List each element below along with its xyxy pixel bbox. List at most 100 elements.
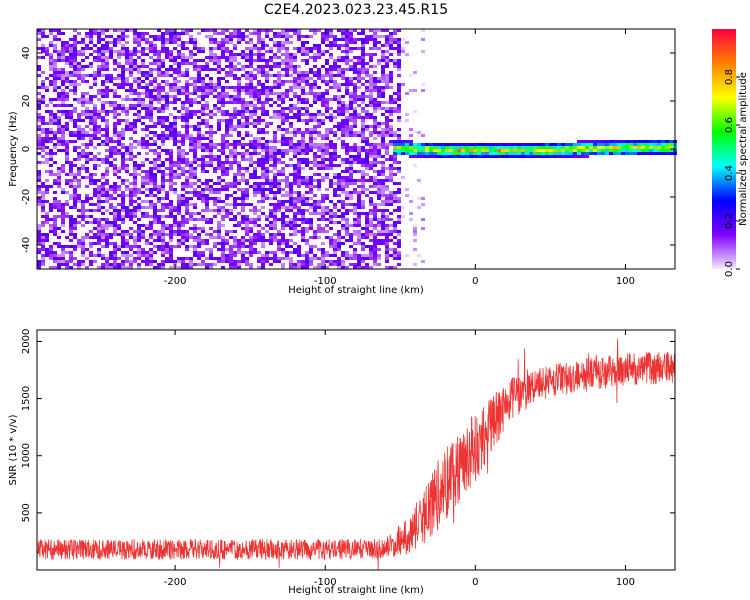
spectrogram-cell xyxy=(349,107,353,110)
spectrogram-cell xyxy=(273,164,277,167)
spectrogram-cell xyxy=(241,245,245,248)
spectrogram-cell xyxy=(233,230,237,233)
spectrogram-cell xyxy=(313,29,317,32)
spectrogram-cell xyxy=(113,125,117,128)
spectrogram-cell xyxy=(509,152,513,155)
spectrogram-cell xyxy=(185,119,189,122)
spectrogram-cell xyxy=(165,104,169,107)
spectrogram-cell xyxy=(161,182,165,185)
spectrogram-cell xyxy=(397,254,401,257)
spectrogram-cell xyxy=(333,212,337,215)
spectrogram-cell xyxy=(149,137,153,140)
spectrogram-cell xyxy=(73,221,77,224)
spectrogram-cell xyxy=(237,92,241,95)
spectrogram-cell xyxy=(361,92,365,95)
spectrogram-cell xyxy=(317,149,321,152)
spectrogram-cell xyxy=(193,236,197,239)
spectrogram-cell xyxy=(113,182,117,185)
spectrogram-cell xyxy=(189,164,193,167)
spectrogram-cell xyxy=(129,254,133,257)
spectrogram-cell xyxy=(357,158,361,161)
spectrogram-cell xyxy=(49,74,53,77)
spectrogram-cell xyxy=(349,176,353,179)
spectrogram-cell xyxy=(381,143,385,146)
spectrogram-cell xyxy=(345,32,349,35)
spectrogram-cell xyxy=(117,152,121,155)
spectrogram-cell xyxy=(393,98,397,101)
spectrogram-cell xyxy=(53,86,57,89)
spectrogram-cell xyxy=(241,65,245,68)
spectrogram-cell xyxy=(165,53,169,56)
spectrogram-cell xyxy=(329,116,333,119)
spectrogram-cell xyxy=(485,143,489,146)
spectrogram-cell xyxy=(381,215,385,218)
spectrogram-cell xyxy=(361,149,365,152)
spectrogram-cell xyxy=(189,53,193,56)
spectrogram-cell xyxy=(141,65,145,68)
spectrogram-cell xyxy=(309,137,313,140)
spectrogram-cell xyxy=(65,128,69,131)
spectrogram-cell xyxy=(241,107,245,110)
spectrogram-cell xyxy=(289,35,293,38)
spectrogram-cell xyxy=(309,50,313,53)
spectrogram-cell xyxy=(225,80,229,83)
spectrogram-cell xyxy=(101,110,105,113)
spectrogram-cell xyxy=(213,89,217,92)
spectrogram-cell xyxy=(233,113,237,116)
spectrogram-cell xyxy=(109,236,113,239)
spectrogram-cell xyxy=(77,260,81,263)
spectrogram-cell xyxy=(521,149,525,152)
spectrogram-cell xyxy=(385,119,389,122)
spectrogram-cell xyxy=(101,92,105,95)
spectrogram-cell xyxy=(653,140,657,143)
spectrogram-cell xyxy=(385,107,389,110)
spectrogram-cell xyxy=(221,89,225,92)
spectrogram-cell xyxy=(105,260,109,263)
spectrogram-cell xyxy=(69,227,73,230)
spectrogram-cell xyxy=(393,101,397,104)
spectrogram-cell xyxy=(261,119,265,122)
spectrogram-cell xyxy=(169,164,173,167)
spectrogram-cell xyxy=(177,260,181,263)
spectrogram-cell xyxy=(373,158,377,161)
spectrogram-cell xyxy=(217,230,221,233)
spectrogram-cell xyxy=(349,146,353,149)
spectrogram-cell xyxy=(293,32,297,35)
spectrogram-cell xyxy=(385,185,389,188)
spectrogram-cell xyxy=(157,146,161,149)
spectrogram-cell xyxy=(105,209,109,212)
spectrogram-cell xyxy=(217,233,221,236)
spectrogram-cell xyxy=(293,149,297,152)
spectrogram-cell xyxy=(333,215,337,218)
spectrogram-cell xyxy=(153,44,157,47)
spectrogram-cell xyxy=(421,134,425,137)
spectrogram-cell xyxy=(173,77,177,80)
spectrogram-cell xyxy=(633,152,637,155)
spectrogram-cell xyxy=(181,173,185,176)
spectrogram-cell xyxy=(285,53,289,56)
spectrogram-cell xyxy=(585,149,589,152)
spectrogram-cell xyxy=(133,92,137,95)
spectrogram-cell xyxy=(161,239,165,242)
spectrogram-cell xyxy=(381,146,385,149)
spectrogram-cell xyxy=(129,65,133,68)
spectrogram-cell xyxy=(365,245,369,248)
spectrogram-cell xyxy=(193,110,197,113)
spectrogram-cell xyxy=(301,221,305,224)
spectrogram-cell xyxy=(305,218,309,221)
spectrogram-cell xyxy=(397,221,401,224)
spectrogram-cell xyxy=(269,47,273,50)
spectrogram-cell xyxy=(341,215,345,218)
spectrogram-cell xyxy=(293,215,297,218)
spectrogram-cell xyxy=(313,56,317,59)
spectrogram-cell xyxy=(269,182,273,185)
spectrogram-cell xyxy=(73,185,77,188)
spectrogram-cell xyxy=(301,209,305,212)
spectrogram-cell xyxy=(321,92,325,95)
spectrogram-cell xyxy=(245,224,249,227)
spectrogram-cell xyxy=(249,134,253,137)
spectrogram-cell xyxy=(201,98,205,101)
spectrogram-cell xyxy=(621,140,625,143)
spectrogram-cell xyxy=(265,62,269,65)
spectrogram-cell xyxy=(285,242,289,245)
